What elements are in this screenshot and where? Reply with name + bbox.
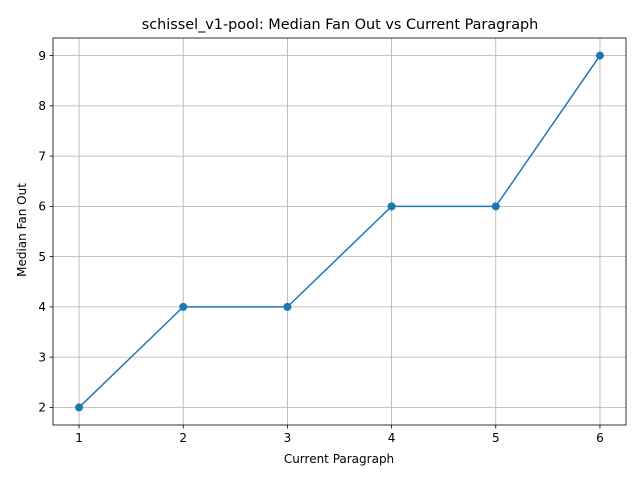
y-tick-label: 7 bbox=[38, 149, 46, 163]
data-point bbox=[75, 403, 84, 412]
x-tick-label: 4 bbox=[388, 431, 396, 445]
y-tick-label: 8 bbox=[38, 99, 46, 113]
y-tick-label: 4 bbox=[38, 300, 46, 314]
x-tick-label: 6 bbox=[596, 431, 604, 445]
x-tick-label: 3 bbox=[284, 431, 292, 445]
x-tick-label: 1 bbox=[75, 431, 83, 445]
data-point bbox=[179, 302, 188, 311]
series-layer bbox=[75, 51, 604, 412]
y-tick-label: 2 bbox=[38, 401, 46, 415]
y-tick-label: 3 bbox=[38, 350, 46, 364]
y-tick-label: 5 bbox=[38, 250, 46, 264]
x-axis-ticks: 1 2 3 4 5 6 bbox=[75, 425, 604, 445]
x-tick-label: 5 bbox=[492, 431, 500, 445]
plot-frame bbox=[52, 37, 627, 426]
y-axis-label: Median Fan Out bbox=[15, 183, 29, 277]
y-tick-label: 9 bbox=[38, 49, 46, 63]
x-axis-label: Current Paragraph bbox=[284, 452, 394, 466]
data-point bbox=[491, 202, 500, 211]
x-tick-label: 2 bbox=[179, 431, 187, 445]
series-line bbox=[78, 55, 601, 408]
y-axis-ticks: 2 3 4 5 6 7 8 9 bbox=[38, 49, 53, 415]
data-point bbox=[283, 302, 292, 311]
chart-title: schissel_v1-pool: Median Fan Out vs Curr… bbox=[142, 17, 539, 33]
y-tick-label: 6 bbox=[38, 200, 46, 214]
data-point bbox=[595, 51, 604, 60]
data-point bbox=[387, 202, 396, 211]
grid-layer bbox=[53, 38, 626, 425]
